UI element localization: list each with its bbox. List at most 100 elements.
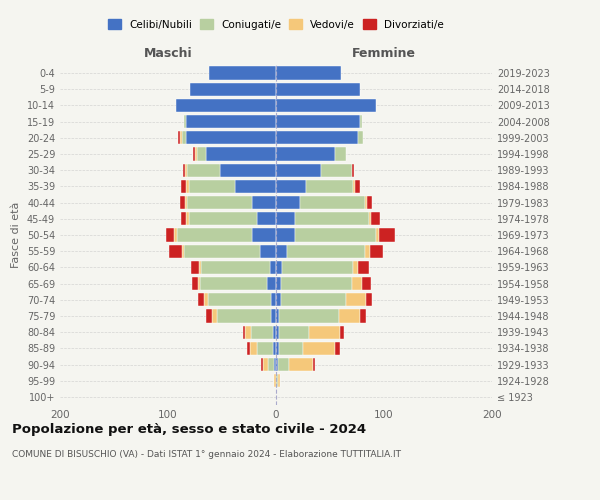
Bar (212, 310, 217, 322)
Bar (166, 228, 175, 241)
Bar (180, 131, 182, 144)
Bar (276, 196, 300, 209)
Bar (279, 310, 338, 322)
Bar (242, 326, 245, 339)
Bar (358, 260, 369, 274)
Bar (279, 326, 310, 339)
Bar (369, 212, 371, 226)
Bar (278, 358, 289, 371)
Bar (206, 310, 212, 322)
Bar (306, 180, 353, 193)
Bar (276, 244, 287, 258)
Bar (200, 277, 268, 290)
Text: Popolazione per età, sesso e stato civile - 2024: Popolazione per età, sesso e stato civil… (12, 422, 366, 436)
Bar (169, 244, 182, 258)
Bar (176, 228, 252, 241)
Bar (187, 180, 188, 193)
Bar (271, 293, 276, 306)
Bar (287, 244, 365, 258)
Bar (295, 212, 369, 226)
Bar (185, 164, 187, 177)
Bar (335, 342, 340, 355)
Bar (175, 228, 176, 241)
Bar (247, 342, 250, 355)
Bar (370, 244, 383, 258)
Bar (261, 358, 263, 371)
Bar (188, 212, 257, 226)
Bar (198, 277, 200, 290)
Bar (209, 66, 276, 80)
Bar (184, 115, 187, 128)
Bar (273, 342, 276, 355)
Bar (273, 326, 276, 339)
Bar (322, 164, 352, 177)
Bar (367, 196, 372, 209)
Bar (289, 358, 313, 371)
Legend: Celibi/Nubili, Coniugati/e, Vedovi/e, Divorziati/e: Celibi/Nubili, Coniugati/e, Vedovi/e, Di… (104, 15, 448, 34)
Bar (191, 260, 199, 274)
Bar (269, 260, 276, 274)
Bar (355, 180, 360, 193)
Bar (197, 148, 206, 160)
Bar (181, 180, 187, 193)
Bar (257, 212, 276, 226)
Bar (276, 326, 279, 339)
Bar (251, 326, 273, 339)
Bar (263, 358, 268, 371)
Bar (195, 148, 197, 160)
Bar (276, 82, 360, 96)
Bar (178, 131, 180, 144)
Bar (182, 244, 184, 258)
Bar (276, 115, 360, 128)
Bar (276, 260, 283, 274)
Bar (281, 277, 352, 290)
Bar (353, 260, 358, 274)
Bar (295, 228, 376, 241)
Bar (176, 99, 276, 112)
Bar (274, 358, 276, 371)
Bar (300, 196, 365, 209)
Bar (352, 277, 362, 290)
Bar (276, 99, 376, 112)
Bar (208, 293, 271, 306)
Bar (276, 342, 279, 355)
Bar (360, 310, 365, 322)
Bar (188, 180, 235, 193)
Bar (358, 131, 364, 144)
Bar (203, 293, 208, 306)
Bar (310, 326, 340, 339)
Bar (192, 277, 198, 290)
Bar (220, 164, 276, 177)
Bar (199, 260, 202, 274)
Text: COMUNE DI BISUSCHIO (VA) - Dati ISTAT 1° gennaio 2024 - Elaborazione TUTTITALIA.: COMUNE DI BISUSCHIO (VA) - Dati ISTAT 1°… (12, 450, 401, 459)
Bar (276, 228, 295, 241)
Bar (252, 196, 276, 209)
Bar (187, 164, 220, 177)
Bar (181, 212, 187, 226)
Bar (198, 293, 203, 306)
Bar (276, 66, 341, 80)
Bar (187, 131, 276, 144)
Y-axis label: Fasce di età: Fasce di età (11, 202, 21, 268)
Bar (245, 326, 251, 339)
Text: Maschi: Maschi (143, 47, 193, 60)
Bar (346, 293, 365, 306)
Bar (180, 196, 185, 209)
Bar (268, 358, 274, 371)
Bar (250, 342, 257, 355)
Bar (362, 277, 371, 290)
Bar (365, 244, 370, 258)
Bar (252, 228, 276, 241)
Bar (187, 115, 276, 128)
Bar (187, 196, 252, 209)
Bar (353, 180, 355, 193)
Bar (260, 244, 276, 258)
Bar (182, 131, 187, 144)
Bar (303, 342, 335, 355)
Bar (202, 260, 269, 274)
Bar (193, 148, 195, 160)
Bar (376, 228, 379, 241)
Bar (365, 293, 372, 306)
Bar (185, 196, 187, 209)
Bar (283, 260, 353, 274)
